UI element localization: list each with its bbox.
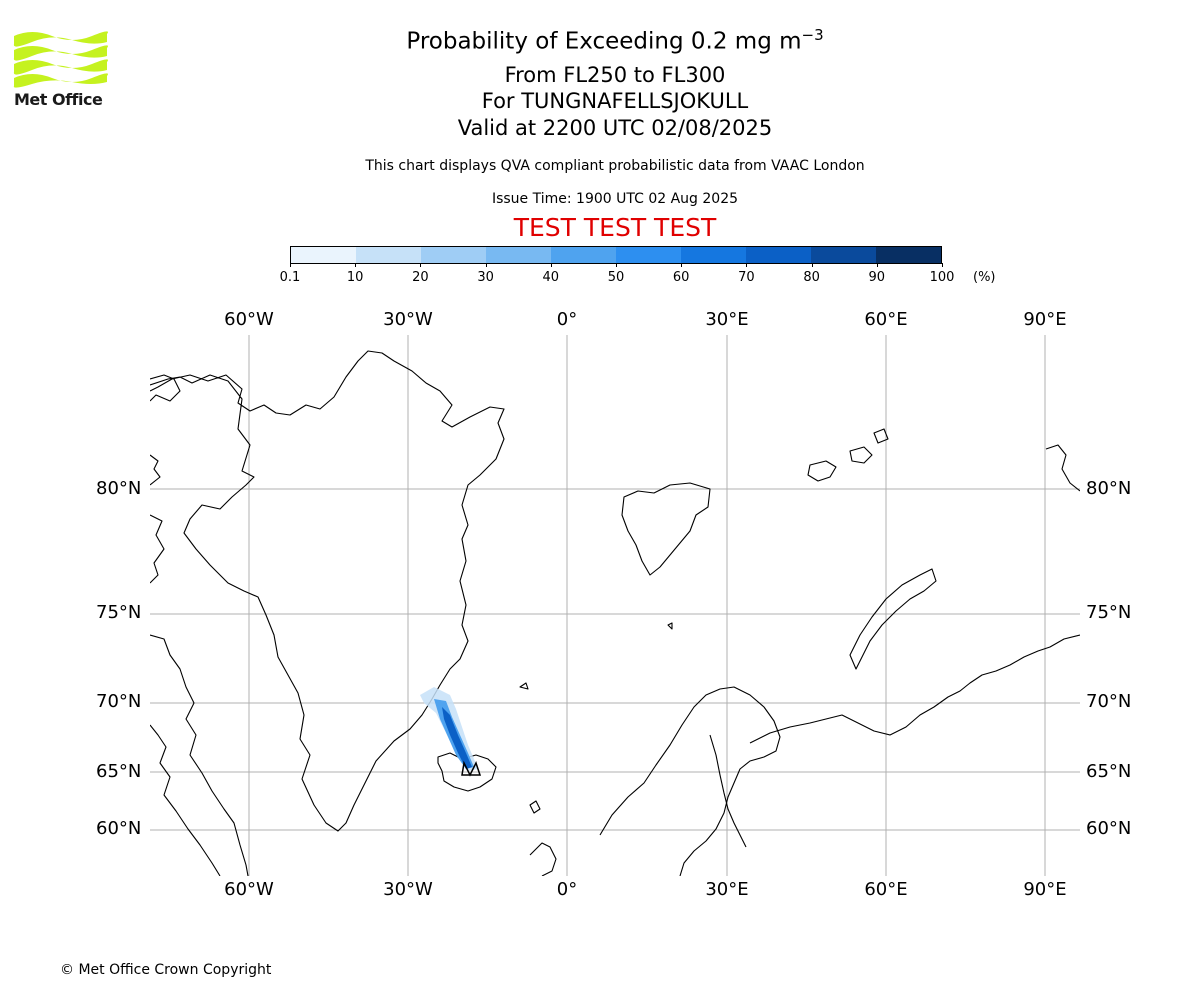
issue-time: Issue Time: 1900 UTC 02 Aug 2025 — [491, 191, 739, 207]
lat-label-left-75n: 75°N — [96, 602, 142, 623]
colorbar-segment — [356, 247, 421, 263]
colorbar-segment — [291, 247, 356, 263]
colorbar-unit: (%) — [973, 270, 996, 285]
lat-label-right-80n: 80°N — [1086, 478, 1132, 499]
colorbar-tickmark — [355, 263, 357, 267]
colorbar-tickmark — [746, 263, 748, 267]
colorbar-tick-label: 0.1 — [279, 270, 301, 285]
colorbar-segment — [811, 247, 876, 263]
lon-label-bottom-90e: 90°E — [1023, 879, 1067, 900]
lon-label-bottom-30e: 30°E — [705, 879, 749, 900]
disclaimer-text: This chart displays QVA compliant probab… — [365, 158, 865, 174]
subtitle-volcano: For TUNGNAFELLSJOKULL — [481, 89, 749, 113]
logo-text: Met Office — [14, 90, 103, 109]
lon-label-bottom-0: 0° — [556, 879, 578, 900]
lon-label-top-60e: 60°E — [864, 309, 908, 330]
plume-core — [442, 707, 472, 769]
lon-label-top-60w: 60°W — [224, 309, 274, 330]
colorbar-tick-label: 10 — [346, 270, 364, 285]
coast-bear-island — [667, 622, 673, 630]
coast-scotland — [529, 842, 557, 876]
coast-severnaya — [1045, 444, 1080, 492]
test-banner: TEST TEST TEST — [513, 213, 717, 242]
coast-franz-josef — [807, 428, 889, 482]
colorbar-tick-label: 20 — [412, 270, 429, 285]
subtitle-levels: From FL250 to FL300 — [504, 63, 726, 87]
lat-label-left-65n: 65°N — [96, 761, 142, 782]
title-superscript: −3 — [801, 26, 824, 44]
colorbar — [290, 246, 942, 264]
coast-canada-west-1 — [150, 454, 161, 486]
coast-canada-west-2 — [150, 514, 165, 584]
lat-label-left-80n: 80°N — [96, 478, 142, 499]
lat-label-left-60n: 60°N — [96, 818, 142, 839]
colorbar-tick-label: 100 — [929, 270, 955, 285]
coast-faroe — [529, 800, 541, 814]
copyright-text: © Met Office Crown Copyright — [60, 962, 272, 978]
colorbar-tick-label: 60 — [672, 270, 690, 285]
coast-scandinavia — [599, 686, 781, 876]
colorbar-tick-label: 50 — [607, 270, 625, 285]
colorbar-tickmark — [876, 263, 878, 267]
lon-label-bottom-30w: 30°W — [383, 879, 433, 900]
met-office-wave-icon — [13, 31, 108, 88]
coast-greenland — [150, 350, 505, 832]
coast-baffin — [150, 634, 249, 876]
map-panel[interactable] — [150, 335, 1080, 876]
colorbar-segment — [746, 247, 811, 263]
lon-label-top-30e: 30°E — [705, 309, 749, 330]
probability-plume — [420, 687, 482, 777]
lon-label-bottom-60e: 60°E — [864, 879, 908, 900]
subtitle-valid-time: Valid at 2200 UTC 02/08/2025 — [457, 116, 773, 140]
lat-label-right-60n: 60°N — [1086, 818, 1132, 839]
colorbar-segment — [681, 247, 746, 263]
colorbar-segment — [876, 247, 941, 263]
coast-labrador — [150, 724, 221, 876]
coast-svalbard — [621, 482, 711, 576]
colorbar-segment — [486, 247, 551, 263]
coast-novaya-zemlya — [849, 568, 937, 670]
lon-label-top-90e: 90°E — [1023, 309, 1067, 330]
lat-label-right-65n: 65°N — [1086, 761, 1132, 782]
colorbar-tick-label: 80 — [803, 270, 820, 285]
colorbar-tick-label: 40 — [542, 270, 560, 285]
lon-label-top-0: 0° — [556, 309, 578, 330]
lat-label-right-70n: 70°N — [1086, 691, 1132, 712]
lat-label-right-75n: 75°N — [1086, 602, 1132, 623]
graticule — [150, 335, 1080, 876]
colorbar-tick-label: 70 — [738, 270, 755, 285]
coast-bothnia — [709, 734, 747, 848]
colorbar-tickmark — [942, 263, 943, 267]
colorbar-tick-label: 30 — [477, 270, 494, 285]
colorbar-tickmark — [290, 263, 291, 267]
volcano-marker — [461, 760, 482, 777]
colorbar-tick-label: 90 — [868, 270, 886, 285]
coast-jan-mayen — [519, 682, 529, 690]
chart-title: Probability of Exceeding 0.2 mg m−3 — [0, 26, 1200, 55]
lat-label-left-70n: 70°N — [96, 691, 142, 712]
colorbar-segment — [616, 247, 681, 263]
colorbar-tickmark — [681, 263, 683, 267]
colorbar-tickmark — [811, 263, 813, 267]
title-text: Probability of Exceeding 0.2 mg m — [406, 28, 802, 55]
lon-label-bottom-60w: 60°W — [224, 879, 274, 900]
colorbar-tickmark — [550, 263, 552, 267]
met-office-logo: Met Office — [12, 28, 112, 114]
coastlines — [150, 350, 1080, 876]
colorbar-segment — [551, 247, 616, 263]
coast-canada-north — [150, 374, 181, 402]
colorbar-tickmark — [485, 263, 487, 267]
map-svg — [150, 335, 1080, 876]
colorbar-segment — [421, 247, 486, 263]
colorbar-tickmark — [420, 263, 422, 267]
lon-label-top-30w: 30°W — [383, 309, 433, 330]
coast-russia — [749, 634, 1080, 744]
colorbar-tickmark — [616, 263, 617, 267]
